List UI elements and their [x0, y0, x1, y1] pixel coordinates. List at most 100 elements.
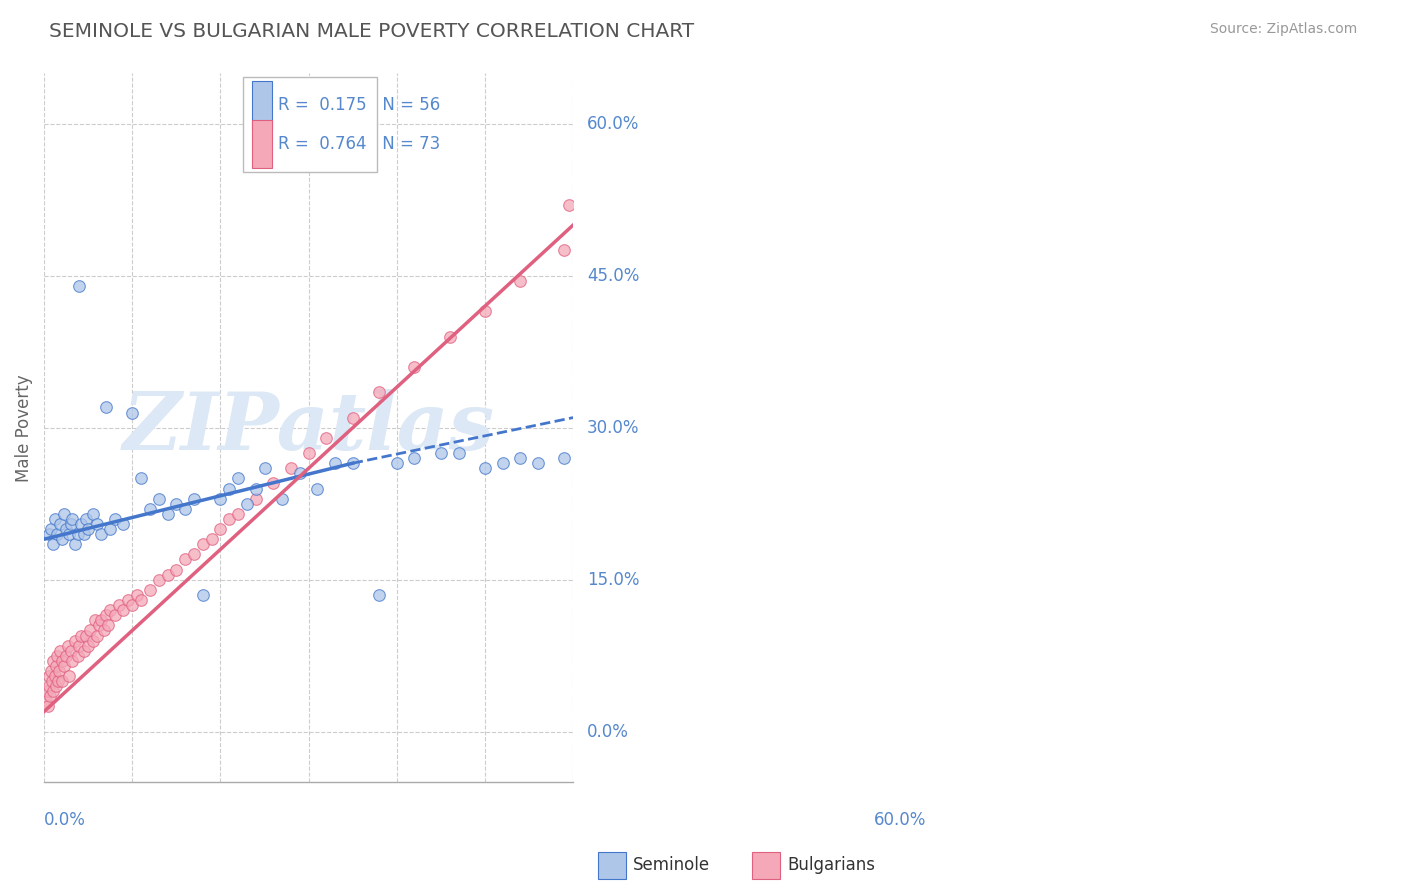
Point [245, 482, 267, 496]
Point [39, 664, 62, 678]
Point [39, 690, 62, 704]
Point [125, 588, 148, 602]
Point [117, 593, 139, 607]
Point [58, 527, 80, 541]
Point [121, 598, 143, 612]
Point [121, 405, 143, 419]
Point [430, 446, 453, 460]
Point [558, 198, 581, 212]
Point [165, 563, 187, 577]
Point [98, 603, 121, 617]
Point [42, 684, 65, 698]
Point [39, 522, 62, 536]
Point [97, 618, 120, 632]
Point [49, 643, 72, 657]
FancyBboxPatch shape [242, 77, 377, 172]
Point [104, 512, 127, 526]
Point [201, 532, 224, 546]
Point [59, 516, 82, 531]
Point [342, 456, 364, 470]
Point [226, 471, 249, 485]
Point [165, 497, 187, 511]
Point [262, 476, 284, 491]
Point [368, 588, 391, 602]
Point [288, 467, 311, 481]
Point [439, 329, 461, 343]
Point [73, 527, 96, 541]
Point [218, 512, 240, 526]
Point [52, 507, 75, 521]
Point [98, 522, 121, 536]
Point [94, 401, 117, 415]
Point [112, 516, 135, 531]
Text: Source: ZipAtlas.com: Source: ZipAtlas.com [1209, 22, 1357, 37]
Point [447, 446, 470, 460]
Point [51, 532, 73, 546]
Point [94, 608, 117, 623]
Point [38, 527, 60, 541]
Point [87, 618, 110, 632]
Point [46, 527, 69, 541]
Point [56, 639, 79, 653]
Text: 15.0%: 15.0% [588, 571, 640, 589]
Point [70, 516, 93, 531]
Text: 60.0%: 60.0% [588, 115, 640, 133]
Point [385, 456, 408, 470]
Point [139, 501, 162, 516]
Point [44, 512, 66, 526]
Point [77, 522, 100, 536]
Point [174, 552, 197, 566]
Text: SEMINOLE VS BULGARIAN MALE POVERTY CORRELATION CHART: SEMINOLE VS BULGARIAN MALE POVERTY CORRE… [49, 22, 695, 41]
Point [108, 598, 131, 612]
Point [35, 694, 58, 708]
Point [45, 659, 67, 673]
Point [129, 471, 152, 485]
Point [183, 548, 205, 562]
Text: 45.0%: 45.0% [588, 267, 640, 285]
Bar [252, 120, 271, 168]
Point [93, 624, 115, 638]
Point [60, 512, 83, 526]
Point [368, 385, 391, 400]
Point [67, 278, 90, 293]
Point [148, 491, 170, 506]
Point [148, 573, 170, 587]
Point [112, 603, 135, 617]
Point [55, 522, 77, 536]
Point [58, 669, 80, 683]
Point [404, 451, 426, 466]
Point [183, 491, 205, 506]
Point [474, 304, 496, 318]
Point [174, 501, 197, 516]
Point [55, 648, 77, 663]
Text: R =  0.764   N = 73: R = 0.764 N = 73 [278, 135, 440, 153]
Point [271, 491, 294, 506]
Point [129, 593, 152, 607]
Point [46, 674, 69, 689]
Text: Seminole: Seminole [633, 856, 710, 874]
Point [491, 456, 513, 470]
Point [73, 643, 96, 657]
Point [42, 537, 65, 551]
Point [38, 679, 60, 693]
Point [298, 446, 321, 460]
Point [139, 582, 162, 597]
Point [46, 648, 69, 663]
Point [245, 491, 267, 506]
Point [79, 624, 101, 638]
Text: Bulgarians: Bulgarians [787, 856, 876, 874]
Point [404, 359, 426, 374]
Point [191, 537, 214, 551]
Text: ZIPatlas: ZIPatlas [122, 389, 495, 467]
Bar [252, 81, 271, 129]
Point [280, 461, 302, 475]
Point [63, 537, 86, 551]
Text: 60.0%: 60.0% [873, 811, 927, 829]
Point [104, 608, 127, 623]
Point [323, 456, 346, 470]
Point [156, 507, 179, 521]
Point [90, 527, 112, 541]
Point [509, 451, 531, 466]
Point [84, 613, 107, 627]
Point [226, 507, 249, 521]
